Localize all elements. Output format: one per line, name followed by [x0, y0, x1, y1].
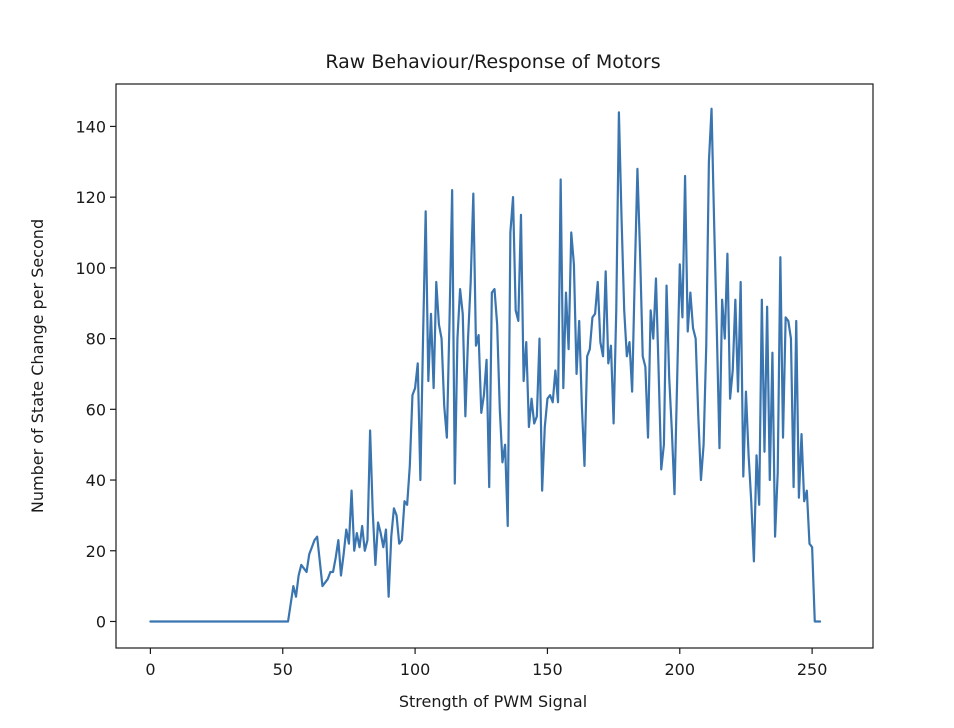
- y-tick-label: 60: [86, 400, 106, 419]
- y-axis: 0 20 40 60 80 100 120 140: [75, 117, 116, 631]
- y-tick-label: 100: [75, 259, 106, 278]
- y-tick-label: 80: [86, 330, 106, 349]
- chart-title: Raw Behaviour/Response of Motors: [325, 51, 660, 73]
- x-tick-label: 100: [400, 660, 431, 679]
- x-axis: 0 50 100 150 200 250: [145, 648, 827, 679]
- y-tick-label: 40: [86, 471, 106, 490]
- plot-frame: [115, 83, 874, 649]
- y-tick-label: 20: [86, 542, 106, 561]
- x-tick-label: 150: [532, 660, 563, 679]
- x-axis-label: Strength of PWM Signal: [399, 692, 587, 711]
- series-line-0: [149, 107, 822, 623]
- y-tick-label: 140: [75, 117, 106, 136]
- y-tick-label: 0: [96, 612, 106, 631]
- y-tick-label: 120: [75, 188, 106, 207]
- x-tick-label: 200: [665, 660, 696, 679]
- y-axis-label: Number of State Change per Second: [28, 219, 47, 513]
- x-tick-label: 250: [797, 660, 828, 679]
- x-tick-label: 50: [273, 660, 293, 679]
- x-tick-label: 0: [145, 660, 155, 679]
- series-layer: [149, 107, 822, 623]
